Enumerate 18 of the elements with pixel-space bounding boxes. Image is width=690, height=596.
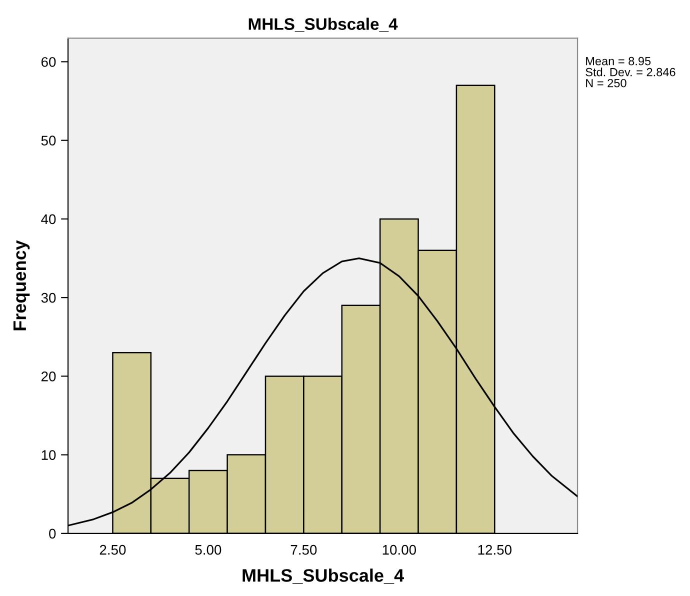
text: N = 250 (586, 78, 626, 88)
y-axis-title: Frequency (14, 240, 30, 330)
y-tick-label: 50 (41, 136, 56, 146)
x-tick-label: 5.00 (195, 544, 222, 555)
y-tick-label: 20 (41, 372, 56, 382)
y-tick-label: 10 (42, 450, 56, 460)
chart-title: MHLS_SUbscale_4 (248, 18, 398, 32)
text: Std. Dev. = 2.846 (586, 68, 676, 76)
y-tick-label: 0 (49, 528, 56, 539)
text: Mean = 8.95 (586, 56, 651, 66)
y-tick-label: 60 (41, 57, 56, 67)
x-tick-label: 7.50 (290, 544, 317, 555)
x-axis-title: MHLS_SUbscale_4 (242, 568, 404, 584)
x-tick-label: 2.50 (100, 544, 126, 555)
x-tick-label: 12.50 (478, 544, 512, 555)
y-tick-label: 30 (41, 292, 56, 303)
x-tick-label: 10.00 (382, 544, 416, 555)
y-tick-label: 40 (41, 214, 56, 224)
